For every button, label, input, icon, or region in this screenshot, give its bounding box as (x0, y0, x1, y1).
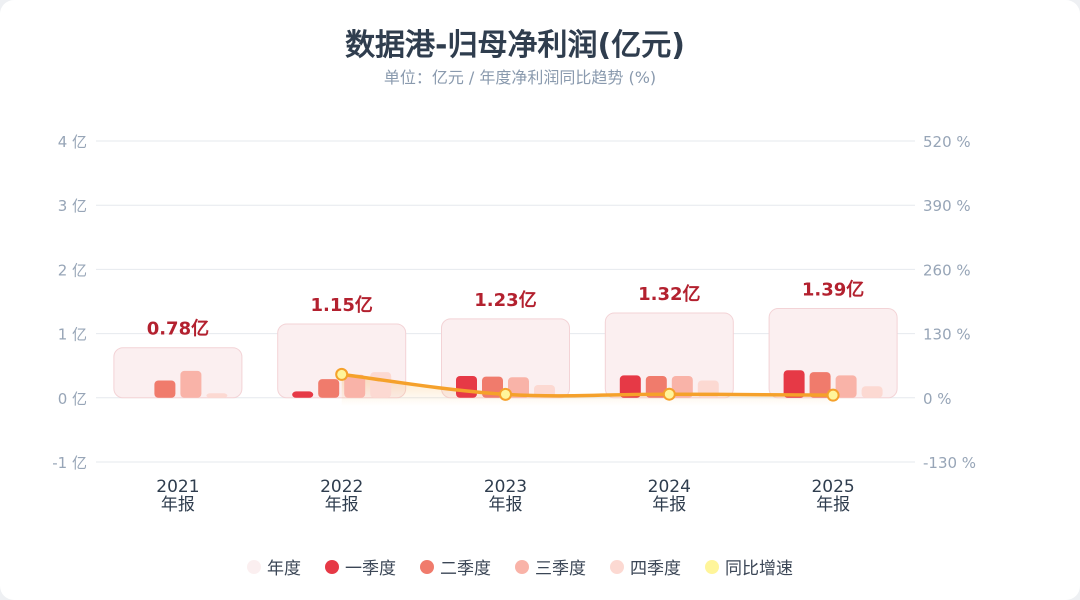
y-right-tick-label: -130 % (923, 454, 976, 472)
quarter-bar-1 (292, 391, 314, 398)
legend-item[interactable]: 四季度 (610, 554, 681, 579)
annual-bar (113, 347, 243, 399)
y-left-tick-label: 0 亿 (58, 390, 87, 408)
legend-swatch (420, 559, 434, 574)
quarter-bar-4 (206, 393, 228, 398)
y-right-tick-label: 130 % (923, 326, 971, 344)
x-tick-label: 2025 (811, 477, 854, 497)
chart-title: 数据港-归母净利润(亿元) (345, 28, 685, 63)
quarter-bar-3 (344, 374, 366, 398)
yoy-point (826, 388, 840, 402)
x-tick-label: 2021 (156, 477, 199, 497)
x-tick-sublabel: 年报 (489, 495, 523, 515)
yoy-point (499, 387, 512, 401)
quarter-bar-2 (809, 372, 831, 398)
quarter-bar-2 (318, 379, 340, 398)
quarter-bar-2 (154, 380, 176, 398)
legend-swatch (515, 559, 529, 574)
annual-value-label: 0.78亿 (147, 318, 209, 340)
yoy-line (339, 372, 835, 398)
y-right-tick-label: 0 % (923, 390, 952, 408)
legend-label: 四季度 (630, 559, 681, 579)
quarter-bar-1 (456, 375, 477, 398)
yoy-point (662, 387, 676, 401)
x-tick-label: 2023 (484, 477, 527, 497)
yoy-area (341, 374, 834, 406)
x-tick-label: 2022 (320, 477, 363, 497)
legend-swatch (610, 559, 624, 574)
annual-value-label: 1.23亿 (474, 289, 536, 311)
annual-value-label: 1.39亿 (802, 279, 864, 301)
quarter-bar-2 (645, 375, 667, 398)
x-tick-sublabel: 年报 (161, 495, 195, 515)
quarter-bar-3 (508, 377, 529, 398)
y-left-tick-label: 2 亿 (58, 261, 87, 279)
annual-value-label: 1.15亿 (310, 294, 372, 316)
quarter-bar-4 (370, 372, 392, 398)
legend-item[interactable]: 年度 (247, 554, 301, 579)
x-tick-label: 2024 (648, 477, 691, 497)
legend-swatch (247, 559, 261, 574)
quarter-bar-3 (835, 375, 857, 398)
legend-item[interactable]: 同比增速 (705, 554, 793, 579)
y-left-tick-label: 3 亿 (58, 197, 87, 215)
legend-label: 年度 (267, 559, 301, 579)
legend-label: 同比增速 (725, 559, 793, 579)
legend-item[interactable]: 二季度 (420, 554, 491, 579)
yoy-point (335, 367, 349, 381)
legend-label: 二季度 (440, 559, 491, 579)
chart-legend: 年度 一季度 二季度 三季度 四季度 同比增速 (0, 554, 1040, 579)
quarter-bar-1 (619, 375, 641, 398)
quarter-bar-4 (861, 386, 883, 398)
legend-label: 三季度 (535, 559, 586, 579)
y-right-tick-label: 260 % (923, 261, 971, 279)
quarter-bar-3 (671, 375, 693, 398)
y-left-tick-label: -1 亿 (52, 454, 87, 472)
quarter-bar-1 (783, 370, 805, 398)
y-right-tick-label: 520 % (923, 133, 971, 151)
legend-item[interactable]: 一季度 (325, 554, 396, 579)
annual-value-label: 1.32亿 (638, 283, 700, 305)
chart-subtitle: 单位：亿元 / 年度净利润同比趋势 (%) (383, 68, 657, 87)
y-right-tick-label: 390 % (923, 197, 971, 215)
x-tick-sublabel: 年报 (652, 495, 686, 515)
y-left-tick-label: 1 亿 (58, 326, 87, 344)
y-left-tick-label: 4 亿 (58, 133, 87, 151)
quarter-bar-3 (180, 370, 202, 398)
x-tick-sublabel: 年报 (816, 495, 850, 515)
legend-label: 一季度 (345, 559, 396, 579)
x-tick-sublabel: 年报 (325, 495, 359, 515)
legend-swatch (325, 559, 339, 574)
legend-item[interactable]: 三季度 (515, 554, 586, 579)
legend-swatch (705, 559, 719, 574)
